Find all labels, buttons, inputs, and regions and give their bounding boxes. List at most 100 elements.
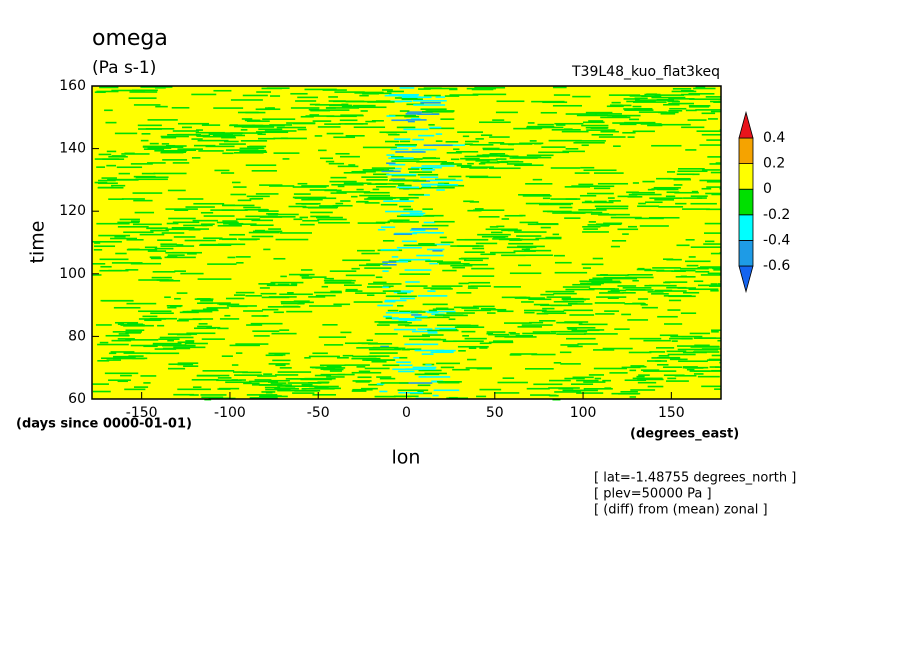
field-texture (427, 248, 445, 251)
field-texture (674, 374, 697, 377)
y-tick-label: 140 (59, 141, 86, 157)
field-texture (174, 209, 189, 212)
field-texture (202, 299, 213, 301)
field-texture (246, 324, 263, 326)
field-texture (157, 239, 173, 241)
field-texture (385, 317, 399, 319)
field-texture (297, 128, 307, 131)
field-texture (246, 195, 270, 198)
field-texture (266, 284, 298, 287)
field-texture (603, 276, 632, 279)
field-texture (250, 224, 274, 227)
field-texture (677, 287, 696, 289)
annotation: [ (diff) from (mean) zonal ] (594, 503, 768, 518)
field-texture (461, 330, 476, 333)
field-texture (318, 336, 347, 338)
field-texture (345, 100, 379, 103)
field-texture (378, 321, 412, 324)
field-texture (150, 229, 169, 232)
field-texture (143, 324, 154, 327)
field-texture (625, 289, 646, 291)
field-texture (222, 238, 237, 241)
field-texture (288, 273, 315, 276)
field-texture (384, 94, 418, 97)
field-texture (636, 268, 652, 271)
field-texture (247, 145, 264, 148)
field-texture (526, 126, 538, 128)
field-texture (620, 390, 638, 393)
field-texture (377, 304, 394, 307)
field-texture (277, 385, 290, 387)
field-texture (458, 282, 469, 285)
field-texture (375, 100, 391, 102)
field-texture (201, 396, 224, 399)
field-texture (167, 333, 198, 335)
field-texture (594, 377, 602, 380)
field-texture (559, 206, 573, 209)
y-tick-label: 120 (59, 203, 86, 219)
field-texture (309, 189, 338, 191)
field-texture (484, 308, 495, 310)
field-texture (657, 315, 678, 318)
field-texture (319, 364, 346, 367)
field-texture (637, 381, 657, 384)
field-texture (263, 373, 273, 375)
field-texture (261, 296, 290, 299)
field-texture (177, 362, 199, 364)
field-texture (519, 221, 539, 224)
field-texture (137, 124, 162, 127)
field-texture (464, 337, 487, 340)
field-texture (527, 122, 535, 124)
field-texture (305, 115, 335, 117)
field-texture (275, 364, 286, 367)
field-texture (606, 105, 624, 108)
field-texture (111, 155, 126, 157)
y-axis-label: time (27, 221, 49, 264)
field-texture (285, 385, 312, 387)
field-texture (229, 344, 260, 347)
field-texture (356, 106, 387, 109)
field-texture (646, 360, 662, 362)
field-texture (432, 308, 455, 311)
field-texture (682, 366, 698, 368)
field-texture (243, 310, 263, 312)
field-texture (713, 101, 721, 103)
field-texture (482, 148, 514, 151)
field-texture (392, 179, 427, 182)
field-texture (656, 270, 674, 272)
field-texture (130, 220, 140, 223)
field-texture (427, 329, 459, 332)
field-texture (637, 365, 647, 368)
field-texture (436, 362, 460, 365)
field-texture (554, 261, 572, 264)
field-texture (404, 115, 420, 118)
field-texture (174, 297, 181, 300)
field-texture (125, 329, 145, 332)
field-texture (421, 186, 455, 189)
field-texture (454, 326, 485, 329)
field-texture (299, 216, 309, 219)
field-texture (632, 279, 639, 282)
field-texture (133, 386, 149, 388)
field-texture (713, 269, 721, 271)
field-texture (431, 183, 459, 186)
field-texture (364, 367, 390, 370)
field-texture (494, 392, 520, 394)
field-texture (184, 239, 216, 242)
field-texture (114, 235, 126, 238)
field-texture (656, 177, 672, 180)
field-texture (693, 337, 721, 339)
field-texture (152, 146, 161, 148)
field-texture (246, 120, 270, 122)
field-texture (516, 235, 542, 237)
field-texture (269, 124, 293, 126)
field-texture (193, 327, 216, 330)
field-texture (337, 165, 359, 168)
field-texture (358, 264, 381, 267)
field-texture (442, 340, 457, 343)
y-tick-label: 100 (59, 266, 86, 282)
field-texture (318, 149, 327, 152)
field-texture (317, 218, 347, 221)
field-texture (259, 395, 288, 398)
field-texture (241, 118, 253, 120)
